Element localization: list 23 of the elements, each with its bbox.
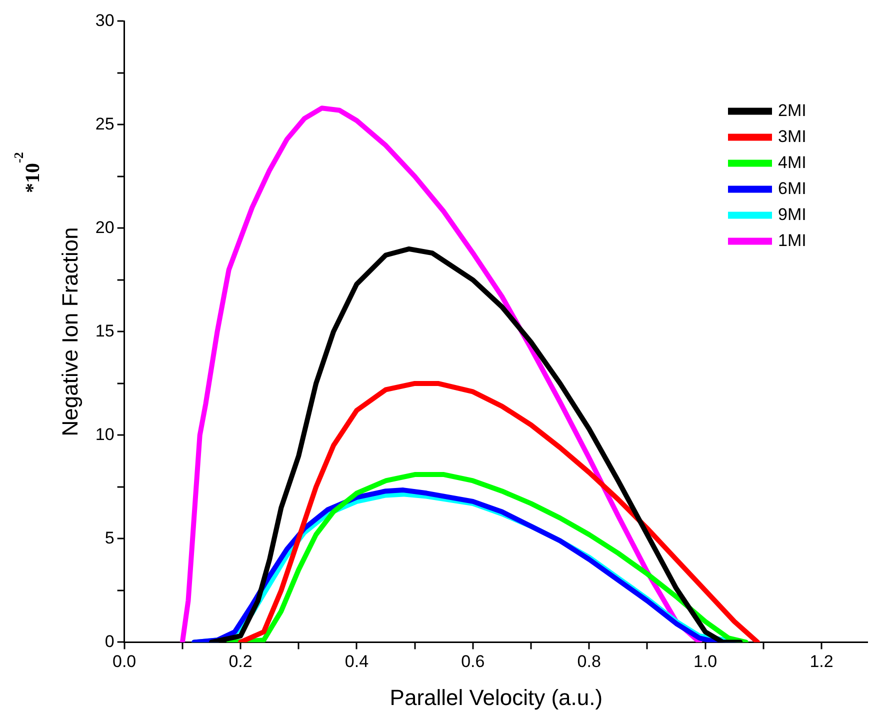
y-tick-label: 0 bbox=[104, 632, 114, 651]
legend-label: 4MI bbox=[778, 152, 806, 172]
legend-label: 2MI bbox=[778, 100, 806, 120]
y-tick-label: 20 bbox=[95, 218, 114, 237]
x-tick-label: 0.0 bbox=[112, 652, 136, 672]
y-tick-label: 30 bbox=[95, 10, 114, 30]
legend-label: 9MI bbox=[778, 204, 806, 224]
x-tick-label: 0.8 bbox=[577, 652, 601, 672]
x-axis-title: Parallel Velocity (a.u.) bbox=[390, 684, 603, 710]
legend-label: 6MI bbox=[778, 178, 806, 198]
x-tick-label: 1.2 bbox=[810, 652, 834, 672]
x-tick-label: 0.6 bbox=[461, 652, 485, 672]
x-tick-label: 1.0 bbox=[693, 652, 718, 672]
y-tick-label: 15 bbox=[95, 321, 114, 340]
legend-label: 3MI bbox=[778, 126, 806, 146]
legend-label: 1MI bbox=[778, 230, 806, 250]
y-tick-label: 10 bbox=[95, 424, 114, 444]
x-tick-label: 0.4 bbox=[344, 652, 369, 672]
y-axis-title: Negative Ion Fraction bbox=[57, 227, 82, 436]
x-tick-label: 0.2 bbox=[228, 652, 252, 672]
text: *10-2 bbox=[11, 152, 44, 193]
y-tick-label: 25 bbox=[95, 114, 114, 134]
y-tick-label: 5 bbox=[104, 528, 114, 548]
